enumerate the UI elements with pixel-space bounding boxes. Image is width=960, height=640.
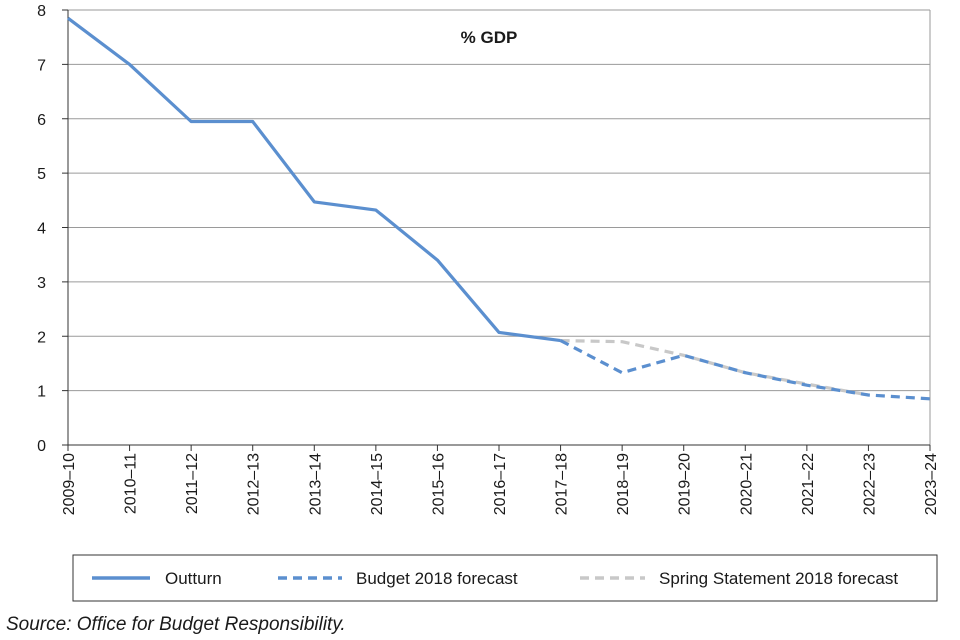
x-tick-label: 2013–14 bbox=[307, 453, 324, 515]
x-tick-label: 2010–11 bbox=[123, 453, 140, 514]
series-line-budget-2018-forecast bbox=[559, 339, 931, 401]
legend-label-spring-statement-2018: Spring Statement 2018 forecast bbox=[659, 569, 898, 588]
legend-label-outturn: Outturn bbox=[165, 569, 222, 588]
x-tick-label: 2020–21 bbox=[738, 453, 755, 515]
legend-label-budget-2018: Budget 2018 forecast bbox=[356, 569, 518, 588]
y-tick-label: 5 bbox=[37, 166, 46, 183]
x-tick-label: 2014–15 bbox=[369, 453, 386, 515]
y-tick-label: 4 bbox=[37, 221, 46, 238]
chart-title: % GDP bbox=[461, 28, 518, 47]
x-tick-label: 2021–22 bbox=[800, 453, 817, 515]
series-lines bbox=[67, 16, 931, 401]
legend-box bbox=[72, 554, 938, 602]
y-tick-label: 1 bbox=[37, 384, 46, 401]
y-tick-label: 0 bbox=[37, 438, 46, 455]
axes: 0 1 2 3 4 5 6 7 8 2009–10 2010–11 2011–12 2012–13 201… bbox=[37, 3, 940, 515]
source-note: Source: Office for Budget Responsibility… bbox=[6, 614, 346, 635]
x-tick-label: 2023–24 bbox=[923, 453, 940, 515]
x-tick-label: 2016–17 bbox=[492, 453, 509, 515]
y-tick-label: 8 bbox=[37, 3, 46, 20]
y-tick-label: 2 bbox=[37, 329, 46, 346]
x-tick-label: 2018–19 bbox=[615, 453, 632, 515]
gridlines bbox=[68, 9, 931, 445]
y-tick-label: 7 bbox=[37, 57, 46, 74]
x-tick-label: 2022–23 bbox=[861, 453, 878, 515]
y-tick-label: 6 bbox=[37, 112, 46, 129]
x-tick-label: 2015–16 bbox=[430, 453, 447, 515]
x-tick-label: 2019–20 bbox=[677, 453, 694, 515]
y-tick-label: 3 bbox=[37, 275, 46, 292]
x-tick-label: 2009–10 bbox=[61, 453, 78, 515]
series-line-outturn bbox=[67, 16, 561, 343]
x-tick-label: 2017–18 bbox=[554, 453, 571, 515]
x-tick-label: 2011–12 bbox=[184, 453, 201, 514]
x-tick-label: 2012–13 bbox=[246, 453, 263, 515]
legend: Outturn Budget 2018 forecast Spring Stat… bbox=[72, 554, 938, 602]
